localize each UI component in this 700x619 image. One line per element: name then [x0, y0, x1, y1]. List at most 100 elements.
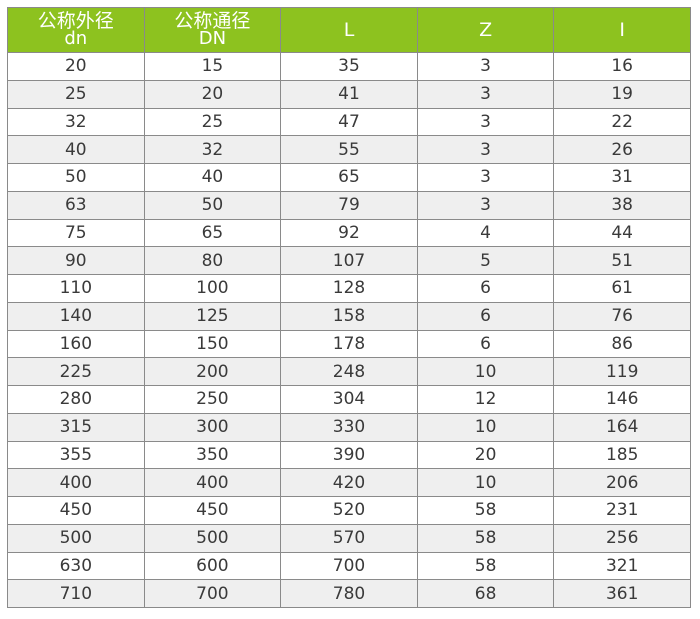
table-row: 400 400 420 10 206	[7, 468, 691, 497]
table-cell: 79	[280, 190, 418, 220]
table-cell: 185	[553, 440, 691, 470]
table-cell: 450	[143, 496, 282, 525]
table-cell: 55	[280, 135, 418, 164]
table-cell: 58	[416, 551, 555, 581]
table-cell: 47	[280, 107, 418, 137]
table-cell: 65	[143, 218, 282, 248]
table-cell: 3	[416, 107, 555, 137]
table-cell: 700	[143, 579, 282, 608]
table-row: 90 80 107 5 51	[7, 246, 691, 275]
table-cell: 20	[416, 440, 555, 470]
table-cell: 390	[280, 440, 418, 470]
table-cell: 92	[280, 218, 418, 248]
table-cell: 38	[553, 190, 691, 220]
table-row: 40 32 55 3 26	[7, 135, 691, 164]
table-cell: 19	[553, 79, 691, 109]
table-cell: 3	[416, 52, 555, 81]
table-row: 355 350 390 20 185	[7, 440, 691, 470]
table-row: 110 100 128 6 61	[7, 274, 691, 303]
table-cell: 4	[416, 218, 555, 248]
table-row: 75 65 92 4 44	[7, 218, 691, 248]
table-cell: 500	[143, 523, 282, 553]
table-cell: 3	[416, 79, 555, 109]
column-header-label: Z	[479, 19, 493, 41]
table-cell: 128	[280, 274, 418, 303]
table-row: 315 300 330 10 164	[7, 412, 691, 442]
table-cell: 20	[7, 52, 145, 81]
table-cell: 86	[553, 329, 691, 359]
table-row: 630 600 700 58 321	[7, 551, 691, 581]
table-cell: 630	[7, 551, 145, 581]
table-row: 32 25 47 3 22	[7, 107, 691, 137]
table-cell: 32	[7, 107, 145, 137]
table-cell: 119	[553, 357, 691, 386]
table-cell: 146	[553, 385, 691, 414]
table-cell: 58	[416, 523, 555, 553]
table-cell: 600	[143, 551, 282, 581]
table-cell: 304	[280, 385, 418, 414]
table-row: 63 50 79 3 38	[7, 190, 691, 220]
table-cell: 12	[416, 385, 555, 414]
table-cell: 50	[7, 163, 145, 192]
table-cell: 68	[416, 579, 555, 608]
table-cell: 10	[416, 357, 555, 386]
table-row: 160 150 178 6 86	[7, 329, 691, 359]
table-cell: 6	[416, 301, 555, 331]
table-cell: 225	[7, 357, 145, 386]
table-cell: 700	[280, 551, 418, 581]
table-cell: 65	[280, 163, 418, 192]
table-cell: 6	[416, 329, 555, 359]
table-cell: 158	[280, 301, 418, 331]
table-cell: 248	[280, 357, 418, 386]
table-cell: 500	[7, 523, 145, 553]
table-row: 500 500 570 58 256	[7, 523, 691, 553]
table-cell: 355	[7, 440, 145, 470]
table-cell: 206	[553, 468, 691, 497]
table-cell: 20	[143, 79, 282, 109]
table-cell: 250	[143, 385, 282, 414]
table-cell: 50	[143, 190, 282, 220]
table-cell: 570	[280, 523, 418, 553]
table-cell: 3	[416, 163, 555, 192]
table-cell: 107	[280, 246, 418, 275]
table-cell: 350	[143, 440, 282, 470]
table-cell: 300	[143, 412, 282, 442]
column-header: 公称通径 DN	[143, 7, 282, 53]
table-cell: 61	[553, 274, 691, 303]
table-cell: 3	[416, 190, 555, 220]
table-cell: 520	[280, 496, 418, 525]
table-cell: 44	[553, 218, 691, 248]
column-header: I	[553, 7, 691, 53]
table-row: 450 450 520 58 231	[7, 496, 691, 525]
column-header: Z	[416, 7, 555, 53]
column-header: L	[280, 7, 418, 53]
table-cell: 140	[7, 301, 145, 331]
table-cell: 160	[7, 329, 145, 359]
column-header-label: I	[619, 19, 625, 41]
table-cell: 41	[280, 79, 418, 109]
table-cell: 80	[143, 246, 282, 275]
table-cell: 450	[7, 496, 145, 525]
table-cell: 51	[553, 246, 691, 275]
table-cell: 710	[7, 579, 145, 608]
table-cell: 75	[7, 218, 145, 248]
table-cell: 5	[416, 246, 555, 275]
table-cell: 40	[143, 163, 282, 192]
table-cell: 200	[143, 357, 282, 386]
table-row: 280 250 304 12 146	[7, 385, 691, 414]
table-row: 225 200 248 10 119	[7, 357, 691, 386]
header-row: 公称外径 dn 公称通径 DN L Z I	[7, 7, 691, 53]
table-cell: 315	[7, 412, 145, 442]
column-header-label: L	[343, 19, 355, 41]
table-cell: 10	[416, 412, 555, 442]
table-cell: 32	[143, 135, 282, 164]
table-cell: 15	[143, 52, 282, 81]
table-cell: 280	[7, 385, 145, 414]
table-cell: 164	[553, 412, 691, 442]
table-cell: 6	[416, 274, 555, 303]
table-cell: 26	[553, 135, 691, 164]
column-header-label: 公称通径	[174, 10, 251, 32]
table-cell: 31	[553, 163, 691, 192]
table-row: 140 125 158 6 76	[7, 301, 691, 331]
table-cell: 150	[143, 329, 282, 359]
